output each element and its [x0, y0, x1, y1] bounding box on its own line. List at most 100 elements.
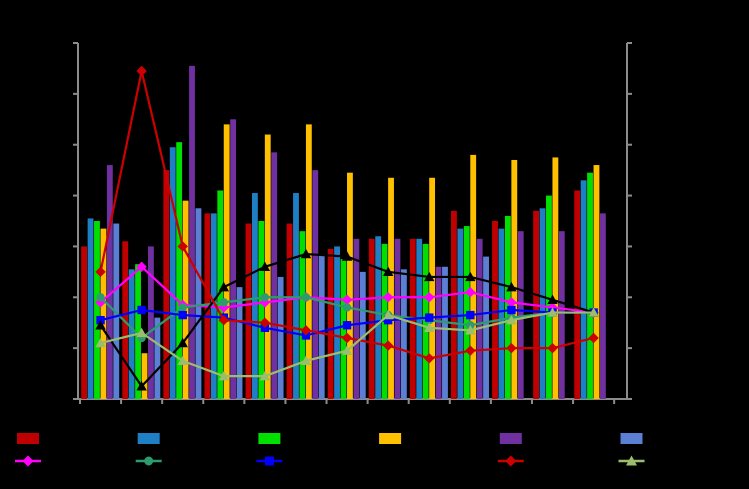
line-magenta-marker: [506, 297, 517, 308]
bar-purple-bar: [476, 238, 483, 399]
bar-red-bar: [286, 223, 293, 399]
bar-blue-bar: [169, 147, 176, 399]
bar-orange-bar: [347, 172, 353, 399]
bar-purple-bar: [558, 231, 565, 399]
line-seagreen-marker: [260, 293, 270, 302]
bar-cornflower-bar: [195, 208, 202, 399]
bar-blue-bar: [128, 269, 135, 399]
bar-orange-bar: [141, 353, 148, 399]
bar-green-bar: [217, 190, 224, 399]
line-magenta-marker: [136, 261, 147, 272]
bar-purple-bar: [189, 65, 195, 399]
line-black-marker: [218, 281, 230, 292]
line-black-marker: [341, 251, 353, 261]
bar-purple-bar: [148, 246, 154, 399]
bar-purple-bar: [353, 238, 360, 399]
bar-blue-bar: [580, 180, 587, 399]
line-black-marker: [259, 261, 271, 271]
bar-blue-bar: [457, 228, 464, 399]
bar-orange-bar: [223, 124, 230, 399]
line-black-marker: [506, 281, 517, 292]
line-blue-marker: [383, 315, 393, 325]
line-red-marker: [259, 317, 271, 328]
line-lightgreen-marker: [136, 327, 147, 338]
bar-orange-bar: [305, 124, 312, 399]
line-black-marker: [424, 271, 435, 282]
bar-green-bar: [299, 231, 306, 399]
bar-red-bar: [574, 190, 581, 399]
line-lightgreen-marker: [382, 309, 394, 320]
line-red-marker: [547, 342, 558, 354]
line-lightgreen-marker: [588, 307, 599, 317]
legend-swatch-bar-green: [258, 433, 281, 444]
line-seagreen-marker: [342, 303, 352, 312]
bar-red-bar: [163, 170, 170, 399]
legend-line-magenta-marker: [22, 455, 34, 467]
bar-purple-bar: [271, 152, 278, 399]
legend-swatch-bar-blue: [137, 433, 160, 444]
line-red-marker: [95, 266, 106, 278]
line-red-marker: [588, 332, 599, 344]
bar-purple-bar: [599, 213, 606, 399]
bar-red-bar: [368, 238, 375, 399]
line-black-marker: [95, 320, 106, 330]
legend-line-blue-marker: [264, 456, 274, 466]
line-black-marker: [465, 271, 476, 282]
line-lightgreen-marker: [177, 355, 188, 366]
bar-purple-bar: [312, 170, 319, 399]
bar-orange-bar: [388, 177, 394, 399]
line-lightgreen-marker: [259, 370, 271, 381]
bar-green-bar: [546, 195, 552, 399]
line-lightgreen-marker: [95, 337, 106, 348]
line-magenta-marker: [424, 292, 435, 303]
legend-line-seagreen-marker: [144, 456, 154, 466]
bar-red-bar: [81, 246, 88, 399]
bar-red-bar: [327, 248, 334, 399]
legend-swatch-bar-cornflower: [620, 433, 643, 444]
bar-orange-bar: [182, 200, 189, 399]
line-blue-marker: [178, 310, 187, 320]
line-magenta-marker: [465, 287, 476, 298]
legend-line-lightgreen-marker: [626, 455, 637, 466]
line-red-marker: [218, 314, 230, 326]
line-red-marker: [424, 353, 435, 364]
bar-green-bar: [258, 221, 265, 399]
line-seagreen-marker: [96, 293, 105, 302]
line-red-marker: [341, 332, 353, 344]
bar-orange-bar: [429, 177, 436, 399]
line-black-marker: [177, 337, 188, 348]
line-blue-marker: [342, 321, 352, 330]
bar-green-bar: [587, 172, 593, 399]
line-red-marker: [465, 345, 476, 356]
line-black-marker: [300, 248, 312, 259]
bar-red-bar: [245, 223, 252, 399]
bar-cornflower-bar: [400, 269, 407, 399]
line-red-marker: [300, 325, 312, 336]
line-red-marker: [506, 342, 517, 354]
line-black-marker: [136, 381, 147, 391]
bar-cornflower-bar: [277, 276, 284, 399]
bar-blue-bar: [251, 193, 258, 399]
legend-line-red-marker: [505, 455, 517, 467]
line-blue-marker: [507, 305, 516, 315]
line-magenta-marker: [341, 294, 353, 306]
bar-red-bar: [492, 221, 498, 399]
bar-blue-bar: [87, 218, 94, 399]
bar-green-bar: [176, 142, 183, 399]
bar-red-bar: [450, 210, 457, 399]
bar-blue-bar: [539, 208, 546, 399]
bar-blue-bar: [375, 236, 382, 399]
bar-green-bar: [94, 221, 100, 399]
bar-purple-bar: [517, 231, 524, 399]
line-blue-marker: [466, 310, 475, 320]
line-lightgreen-marker: [465, 325, 476, 335]
bar-blue-bar: [334, 246, 340, 399]
bar-orange-bar: [552, 157, 559, 399]
bar-orange-bar: [593, 165, 600, 399]
line-red-marker: [382, 340, 394, 351]
bar-purple-bar: [230, 119, 237, 400]
line-black-marker: [382, 266, 394, 277]
bar-orange-bar: [100, 228, 107, 399]
line-red-marker: [177, 241, 188, 252]
